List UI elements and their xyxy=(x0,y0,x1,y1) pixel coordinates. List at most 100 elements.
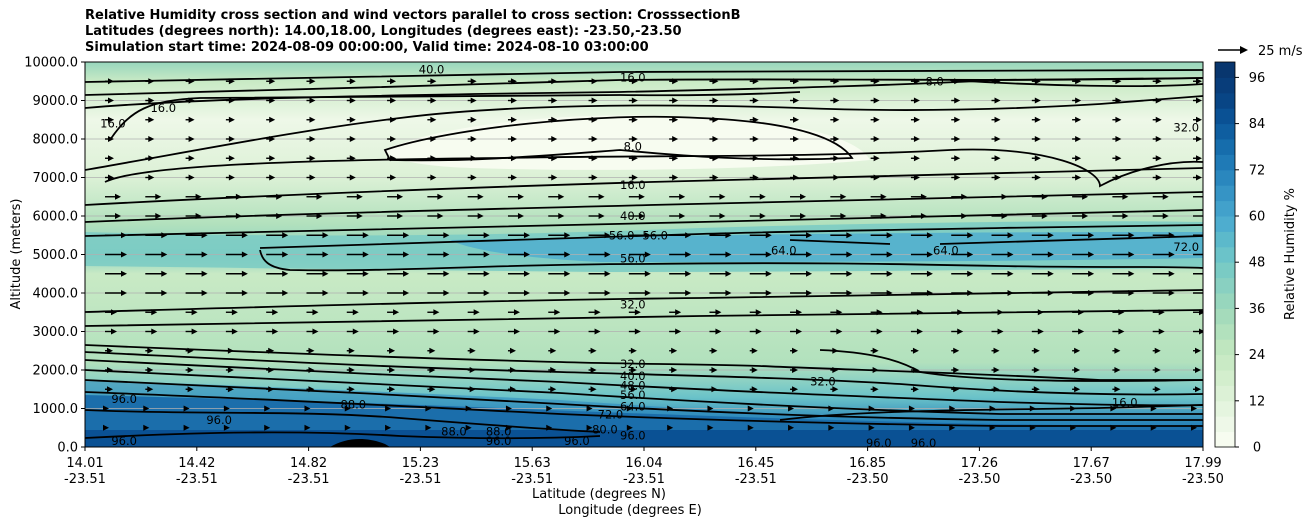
wind-arrow xyxy=(709,155,719,162)
wind-arrow xyxy=(1193,196,1203,198)
wind-arrow xyxy=(143,405,150,412)
wind-arrow-head xyxy=(873,116,880,123)
wind-arrow xyxy=(346,136,356,142)
wind-arrow xyxy=(870,78,880,85)
wind-arrow xyxy=(1193,136,1202,142)
wind-arrow xyxy=(1072,136,1082,142)
wind-arrow xyxy=(1029,405,1036,412)
wind-arrow xyxy=(949,424,956,431)
wind-arrow-head xyxy=(228,174,235,181)
wind-arrow xyxy=(145,136,155,142)
wind-arrow xyxy=(628,270,651,277)
wind-arrow xyxy=(306,367,315,373)
colorbar-segment xyxy=(1215,185,1235,202)
wind-arrow xyxy=(749,97,759,104)
wind-arrow-head xyxy=(949,424,956,431)
wind-arrow xyxy=(1112,232,1135,239)
wind-arrow xyxy=(588,97,598,104)
wind-arrow-head xyxy=(1115,116,1122,123)
wind-arrow-head xyxy=(465,405,472,412)
wind-arrow xyxy=(548,116,558,123)
wind-arrow xyxy=(910,251,933,258)
wind-arrow xyxy=(628,174,638,181)
wind-arrow xyxy=(588,232,611,239)
wind-arrow xyxy=(870,386,879,393)
wind-arrow-head xyxy=(1155,136,1162,142)
wind-arrow xyxy=(266,213,283,219)
wind-arrow xyxy=(1031,213,1048,219)
wind-arrow xyxy=(185,328,198,335)
wind-arrow xyxy=(709,328,722,335)
x-tick-label-lat: 17.99 xyxy=(1184,456,1221,471)
wind-arrow-head xyxy=(429,347,436,354)
wind-arrow-head xyxy=(594,328,601,335)
wind-arrow xyxy=(709,386,718,393)
wind-vectors xyxy=(103,78,1203,431)
wind-arrow-head xyxy=(667,405,674,412)
wind-arrow-head xyxy=(308,367,315,373)
wind-arrow-head xyxy=(604,232,611,239)
wind-arrow xyxy=(749,251,772,258)
wind-arrow-head xyxy=(833,174,840,181)
wind-arrow-head xyxy=(846,232,853,239)
wind-arrow-head xyxy=(276,213,283,219)
wind-arrow-head xyxy=(322,290,329,296)
wind-arrow-head xyxy=(880,213,887,219)
wind-arrow-head xyxy=(228,116,235,123)
wind-arrow-head xyxy=(1001,213,1008,219)
wind-arrow xyxy=(507,155,517,162)
wind-arrow xyxy=(548,193,565,200)
wind-arrow-head xyxy=(437,213,444,219)
wind-arrow-head xyxy=(470,78,477,85)
wind-arrow xyxy=(870,232,893,239)
colorbar-segment xyxy=(1215,262,1235,279)
wind-arrow-head xyxy=(121,251,127,258)
wind-arrow-head xyxy=(269,174,276,181)
wind-arrow xyxy=(387,328,400,335)
wind-arrow xyxy=(1193,215,1203,217)
wind-arrow-head xyxy=(403,290,410,296)
wind-arrow xyxy=(266,232,289,239)
wind-arrow xyxy=(548,290,571,296)
wind-arrow-head xyxy=(1088,270,1095,277)
wind-arrow-head xyxy=(954,97,961,104)
quiver-key: 25 m/s xyxy=(1218,44,1303,59)
wind-arrow-head xyxy=(223,424,230,431)
wind-arrow-head xyxy=(348,367,355,373)
wind-arrow xyxy=(546,424,553,431)
contour-label: 88.0 xyxy=(341,398,367,412)
x-tick-label-lat: 15.63 xyxy=(514,456,551,471)
wind-arrow xyxy=(346,116,356,123)
wind-arrow xyxy=(387,155,397,162)
wind-arrow-head xyxy=(223,405,230,412)
wind-arrow-head xyxy=(926,232,933,239)
wind-arrow-head xyxy=(806,270,813,277)
wind-arrow xyxy=(1152,367,1161,373)
wind-arrow-head xyxy=(430,174,437,181)
wind-arrow xyxy=(790,193,807,200)
wind-arrow xyxy=(427,78,437,85)
wind-arrow-head xyxy=(121,232,127,239)
wind-arrow-head xyxy=(1088,251,1095,258)
wind-arrow-head xyxy=(679,213,686,219)
wind-arrow xyxy=(749,213,766,219)
wind-arrow-head xyxy=(752,116,759,123)
wind-arrow xyxy=(507,174,517,181)
wind-arrow-head xyxy=(510,155,517,162)
x-axis: 14.01-23.5114.42-23.5114.82-23.5115.23-2… xyxy=(64,447,1224,487)
colorbar-segment xyxy=(1215,108,1235,125)
colorbar-segment xyxy=(1215,246,1235,263)
wind-arrow xyxy=(1112,193,1129,200)
wind-arrow-head xyxy=(1114,386,1121,393)
wind-arrow xyxy=(790,155,800,162)
wind-arrow-head xyxy=(477,193,484,200)
wind-arrow-head xyxy=(707,424,714,431)
wind-arrow-head xyxy=(715,328,722,335)
wind-arrow-head xyxy=(107,367,113,373)
wind-arrow xyxy=(1029,424,1036,431)
wind-arrow-head xyxy=(1114,367,1121,373)
wind-arrow-head xyxy=(880,193,887,200)
wind-arrow-head xyxy=(550,367,557,373)
wind-arrow-head xyxy=(1115,97,1122,104)
wind-arrow-head xyxy=(1078,309,1085,316)
